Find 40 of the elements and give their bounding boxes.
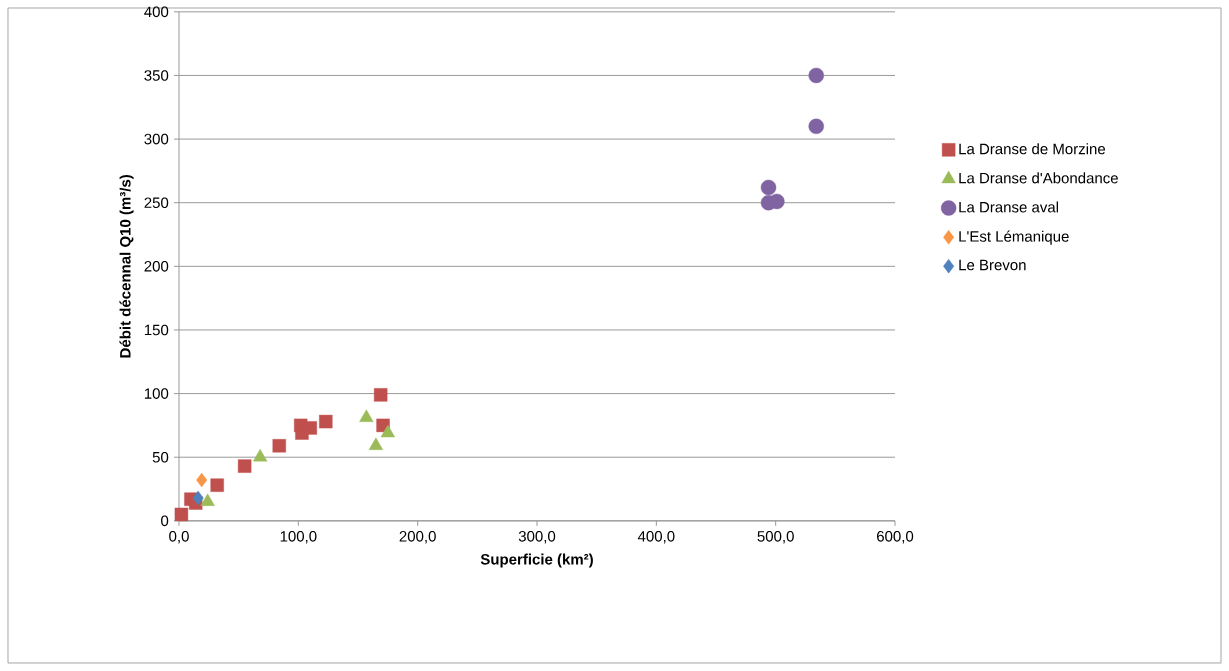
legend-label: Le Brevon — [959, 259, 1026, 271]
point — [760, 179, 777, 196]
point — [359, 409, 374, 422]
y-tick-label: 150 — [144, 324, 169, 336]
point — [210, 478, 224, 492]
y-tick-label: 50 — [152, 451, 169, 463]
point — [808, 118, 824, 135]
point — [808, 67, 824, 84]
point — [272, 439, 286, 453]
legend-label: La Dranse aval — [959, 201, 1058, 213]
legend-label: La Dranse d'Abondance — [959, 172, 1118, 184]
y-tick-label: 0 — [161, 515, 169, 527]
x-axis-title: Superficie (km²) — [480, 553, 593, 568]
y-tick-label: 350 — [144, 70, 169, 81]
x-tick-label: 200,0 — [399, 531, 436, 544]
point — [373, 388, 388, 402]
x-tick-label: 600,0 — [877, 531, 914, 544]
point — [319, 414, 333, 429]
y-tick-label: 400 — [144, 6, 169, 18]
x-tick-label: 100,0 — [280, 531, 317, 544]
point — [200, 493, 215, 506]
y-axis-title: Débit décennal Q10 (m³/s) — [119, 174, 134, 358]
legend-label: L'Est Lémanique — [959, 230, 1069, 245]
point — [174, 507, 189, 522]
point — [253, 449, 268, 462]
point — [769, 193, 785, 210]
x-tick-label: 0,0 — [169, 531, 189, 544]
point — [192, 490, 204, 506]
y-tick-label: 300 — [144, 133, 169, 145]
x-tick-label: 400,0 — [637, 531, 675, 544]
legend-label: La Dranse de Morzine — [959, 143, 1106, 155]
point — [196, 472, 208, 488]
point — [237, 459, 252, 473]
point — [368, 437, 384, 450]
y-tick-label: 250 — [144, 197, 169, 209]
x-tick-label: 300,0 — [518, 531, 556, 544]
y-tick-label: 100 — [144, 388, 169, 399]
y-tick-label: 200 — [144, 261, 169, 272]
point — [380, 424, 395, 438]
x-tick-label: 500,0 — [757, 531, 794, 544]
